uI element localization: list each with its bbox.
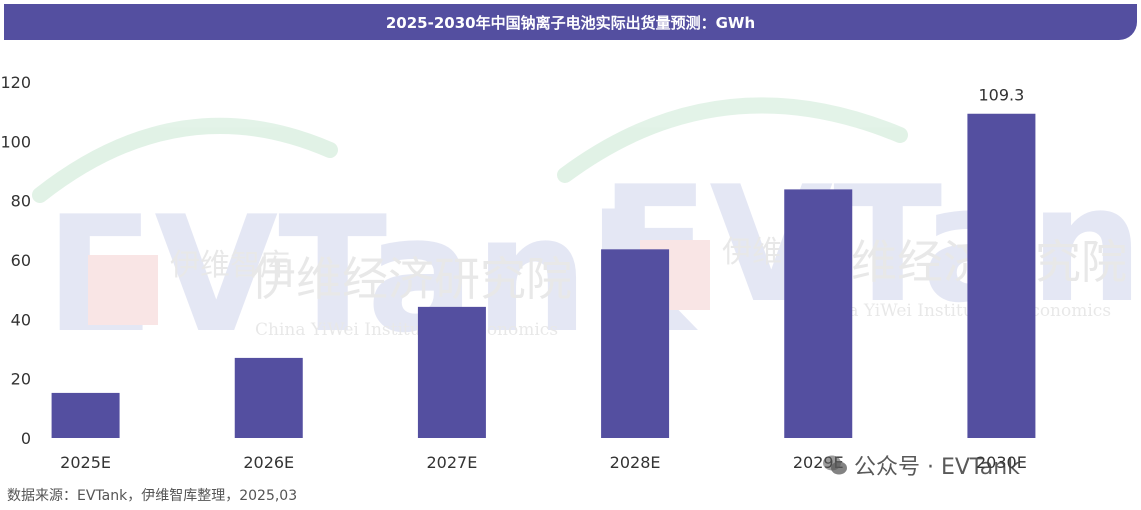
x-tick-label: 2030E xyxy=(976,453,1027,472)
bar-2027E xyxy=(417,306,486,438)
watermark-cn-left: 伊维经济研究院 xyxy=(250,252,572,306)
x-tick-label: 2027E xyxy=(427,453,478,472)
wechat-watermark: 公众号 · EVTank xyxy=(822,449,1020,481)
watermark-brand-right: EVTank xyxy=(600,151,1141,338)
x-tick-label: 2026E xyxy=(243,453,294,472)
watermark-logo-right: EVTank 伊维智库 伊维经济研究院 China YiWei Institut… xyxy=(557,97,1141,338)
wechat-account-label: 公众号 · EVTank xyxy=(854,455,1020,480)
watermark-logo-left: EVTank 伊维智库 伊维经济研究院 China YiWei Institut… xyxy=(32,117,699,368)
y-tick-label: 80 xyxy=(11,192,31,211)
bar-2029E xyxy=(784,189,853,438)
data-label-2030E: 109.3 xyxy=(979,86,1025,105)
bars-group xyxy=(51,113,1036,438)
source-note: 数据来源：EVTank，伊维智库整理，2025,03 xyxy=(7,488,298,504)
bar-2028E xyxy=(601,249,670,438)
bar-2030E xyxy=(967,113,1036,438)
y-axis: 0 20 40 60 80 100 120 xyxy=(0,73,31,448)
watermark-layer: EVTank 伊维智库 伊维经济研究院 China YiWei Institut… xyxy=(32,97,1141,368)
watermark-short-left: 伊维智库 xyxy=(170,248,290,283)
chart-title-bar: 2025-2030年中国钠离子电池实际出货量预测：GWh xyxy=(4,4,1137,40)
bar-2026E xyxy=(234,357,303,438)
y-tick-label: 40 xyxy=(11,310,31,329)
y-tick-label: 20 xyxy=(11,370,31,389)
data-labels-group: 109.3 xyxy=(979,86,1025,105)
y-tick-label: 0 xyxy=(21,429,31,448)
y-tick-label: 100 xyxy=(0,132,31,151)
wechat-icon xyxy=(823,455,847,475)
watermark-en-right: China YiWei Institute of Economics xyxy=(808,301,1111,321)
watermark-brand-left: EVTank xyxy=(45,181,699,368)
x-tick-label: 2028E xyxy=(610,453,661,472)
y-tick-label: 120 xyxy=(0,73,31,92)
x-tick-label: 2025E xyxy=(60,453,111,472)
watermark-en-left: China YiWei Institute of Economics xyxy=(255,320,558,340)
chart-title: 2025-2030年中国钠离子电池实际出货量预测：GWh xyxy=(385,13,756,32)
y-tick-label: 60 xyxy=(11,251,31,270)
bar-2025E xyxy=(51,392,120,438)
watermark-cn-right: 伊维经济研究院 xyxy=(805,235,1127,289)
